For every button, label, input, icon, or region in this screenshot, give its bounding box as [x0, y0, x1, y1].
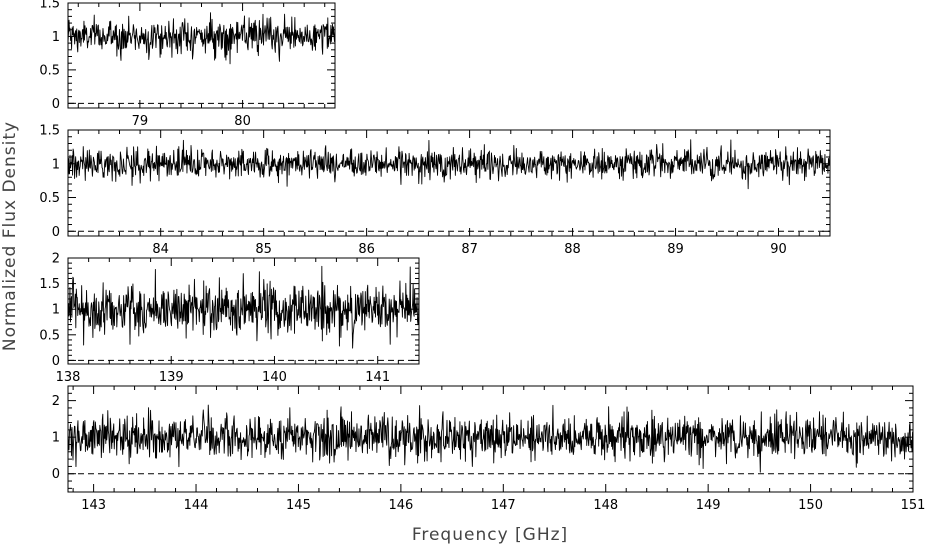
panels-group: 79 80 0 0.5 1 1.5 84 85 86 87 88 89 90 0 0.5 1 1.5 138 139…: [39, 0, 925, 513]
panel-3: 138 139 140 141 0 0.5 1 1.5 2: [39, 252, 420, 385]
x-tick-label: 145: [286, 498, 311, 513]
x-tick-label: 150: [798, 498, 823, 513]
panel-2: 84 85 86 87 88 89 90 0 0.5 1 1.5: [39, 124, 831, 257]
y-tick-label: 1: [52, 303, 60, 318]
x-tick-label: 147: [491, 498, 516, 513]
y-tick-label: 0: [52, 467, 60, 482]
x-tick-label: 80: [234, 114, 251, 129]
y-tick-label: 1: [52, 30, 60, 45]
y-tick-label: 1.5: [39, 277, 60, 292]
y-tick-label: 1: [52, 431, 60, 446]
x-tick-label: 85: [255, 242, 272, 257]
y-tick-label: 0: [52, 354, 60, 369]
panel-frame: [67, 129, 831, 237]
spectrum-line: [67, 12, 336, 65]
y-tick-label: 0.5: [39, 328, 60, 343]
x-tick-label: 139: [159, 370, 184, 385]
x-tick-label: 146: [388, 498, 413, 513]
x-tick-label: 148: [593, 498, 618, 513]
x-tick-label: 86: [358, 242, 375, 257]
y-tick-label: 2: [52, 252, 60, 267]
x-tick-label: 138: [56, 370, 81, 385]
y-tick-label: 1.5: [39, 0, 60, 12]
x-tick-label: 90: [770, 242, 787, 257]
x-tick-label: 84: [152, 242, 169, 257]
x-tick-label: 151: [901, 498, 926, 513]
panel-1: 79 80 0 0.5 1 1.5: [39, 0, 336, 129]
y-tick-label: 0: [52, 97, 60, 112]
y-axis-label: Normalized Flux Density: [0, 121, 20, 351]
y-tick-label: 1: [52, 157, 60, 172]
x-tick-label: 87: [461, 242, 478, 257]
x-tick-label: 79: [132, 114, 149, 129]
x-tick-label: 88: [564, 242, 581, 257]
spectrum-line: [67, 265, 420, 349]
y-tick-label: 0.5: [39, 191, 60, 206]
x-tick-label: 89: [667, 242, 684, 257]
spectrum-line: [67, 139, 831, 190]
panel-frame: [67, 385, 914, 493]
x-tick-label: 143: [81, 498, 106, 513]
x-tick-label: 141: [365, 370, 390, 385]
y-tick-label: 2: [52, 394, 60, 409]
x-tick-label: 140: [262, 370, 287, 385]
x-axis-label: Frequency [GHz]: [412, 525, 568, 545]
y-tick-label: 1.5: [39, 124, 60, 139]
x-tick-label: 144: [184, 498, 209, 513]
y-tick-label: 0.5: [39, 63, 60, 78]
panel-4: 143 144 145 146 147 148 149 150 151 0 1 2: [52, 385, 926, 513]
panel-frame: [67, 257, 420, 365]
x-tick-label: 149: [696, 498, 721, 513]
spectrum-line: [67, 404, 914, 473]
y-tick-label: 0: [52, 225, 60, 240]
